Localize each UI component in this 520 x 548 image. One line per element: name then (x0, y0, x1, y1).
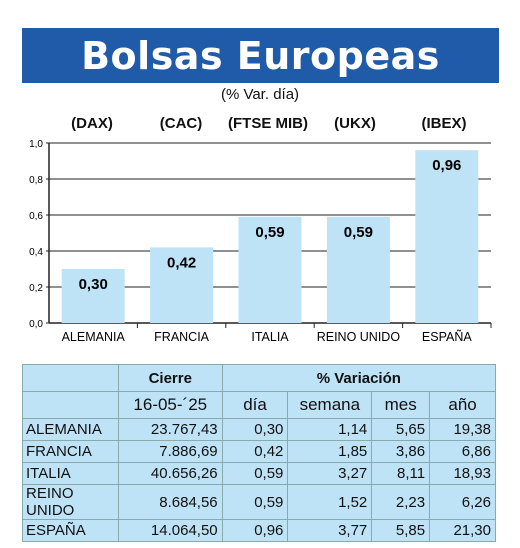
row-country: ESPAÑA (22, 519, 119, 542)
title-banner: Bolsas Europeas (22, 28, 499, 83)
bar (61, 269, 125, 323)
row-cierre: 23.767,43 (117, 418, 223, 441)
x-category-label: ITALIA (251, 330, 289, 344)
bar-chart: 0,0 0,2 0,4 0,6 0,8 1,0 0,30 ALEMANIA 0,42 FRANCI… (29, 139, 492, 344)
y-tick-label: 0,8 (29, 175, 43, 186)
bar-value-label: 0,96 (432, 157, 461, 174)
table-header-ano: año (429, 391, 496, 419)
row-dia: 0,42 (221, 440, 289, 463)
y-tick-label: 0,2 (29, 283, 43, 294)
table-row: REINO UNIDO 8.684,56 0,59 1,52 2,23 6,26 (22, 484, 496, 520)
table-header-blank (22, 364, 119, 392)
chart-subtitle: (% Var. día) (220, 86, 300, 103)
row-cierre: 7.886,69 (117, 440, 223, 463)
row-dia: 0,96 (221, 519, 289, 542)
page-title: Bolsas Europeas (81, 33, 440, 78)
row-mes: 2,23 (371, 484, 431, 520)
table-row: ITALIA 40.656,26 0,59 3,27 8,11 18,93 (22, 462, 496, 485)
table-header-date: 16-05-´25 (117, 391, 223, 419)
row-country: REINO UNIDO (22, 484, 119, 520)
bar-value-label: 0,42 (167, 254, 196, 271)
index-label: (CAC) (159, 115, 203, 132)
market-table: Cierre % Variación 16-05-´25 día semana … (22, 364, 497, 542)
row-semana: 1,85 (287, 440, 373, 463)
row-semana: 1,52 (287, 484, 373, 520)
row-country: ITALIA (22, 462, 119, 485)
bar (150, 247, 214, 323)
table-header-mes: mes (371, 391, 431, 419)
table-header-semana: semana (287, 391, 373, 419)
index-label: (FTSE MIB) (228, 115, 308, 132)
bar-value-label: 0,59 (255, 224, 284, 241)
row-dia: 0,59 (221, 484, 289, 520)
bar (415, 150, 479, 323)
bar (326, 216, 390, 323)
y-tick-label: 0,4 (29, 247, 43, 258)
row-ano: 18,93 (429, 462, 496, 485)
table-header-variacion: % Variación (221, 364, 497, 392)
row-cierre: 40.656,26 (117, 462, 223, 485)
table-row: ESPAÑA 14.064,50 0,96 3,77 5,85 21,30 (22, 519, 496, 542)
row-country: FRANCIA (22, 440, 119, 463)
row-ano: 21,30 (429, 519, 496, 542)
row-semana: 3,27 (287, 462, 373, 485)
row-semana: 3,77 (287, 519, 373, 542)
bar-value-label: 0,30 (79, 276, 108, 293)
y-tick-label: 1,0 (29, 139, 43, 150)
row-dia: 0,59 (221, 462, 289, 485)
row-mes: 5,85 (371, 519, 431, 542)
row-cierre: 14.064,50 (117, 519, 223, 542)
row-mes: 5,65 (371, 418, 431, 441)
bar (238, 216, 302, 323)
index-label: (IBEX) (421, 115, 467, 132)
index-label: (DAX) (71, 115, 113, 132)
row-dia: 0,30 (221, 418, 289, 441)
y-tick-label: 0,6 (29, 211, 43, 222)
index-label: (UKX) (334, 115, 376, 132)
x-category-label: ESPAÑA (422, 330, 472, 344)
row-mes: 8,11 (371, 462, 431, 485)
row-mes: 3,86 (371, 440, 431, 463)
y-tick-label: 0,0 (29, 319, 43, 330)
row-cierre: 8.684,56 (117, 484, 223, 520)
table-header-dia: día (221, 391, 289, 419)
x-category-label: ALEMANIA (62, 330, 126, 344)
row-ano: 19,38 (429, 418, 496, 441)
table-row: FRANCIA 7.886,69 0,42 1,85 3,86 6,86 (22, 440, 496, 463)
table-header-blank (22, 391, 119, 419)
row-country: ALEMANIA (22, 418, 119, 441)
table-header-row: Cierre % Variación (22, 364, 497, 392)
table-header-cierre: Cierre (117, 364, 223, 392)
row-semana: 1,14 (287, 418, 373, 441)
table-row: ALEMANIA 23.767,43 0,30 1,14 5,65 19,38 (22, 418, 496, 441)
table-subheader-row: 16-05-´25 día semana mes año (22, 391, 496, 419)
row-ano: 6,26 (429, 484, 496, 520)
row-ano: 6,86 (429, 440, 496, 463)
x-category-label: FRANCIA (154, 330, 210, 344)
x-category-label: REINO UNIDO (317, 330, 401, 344)
bar-value-label: 0,59 (344, 224, 373, 241)
